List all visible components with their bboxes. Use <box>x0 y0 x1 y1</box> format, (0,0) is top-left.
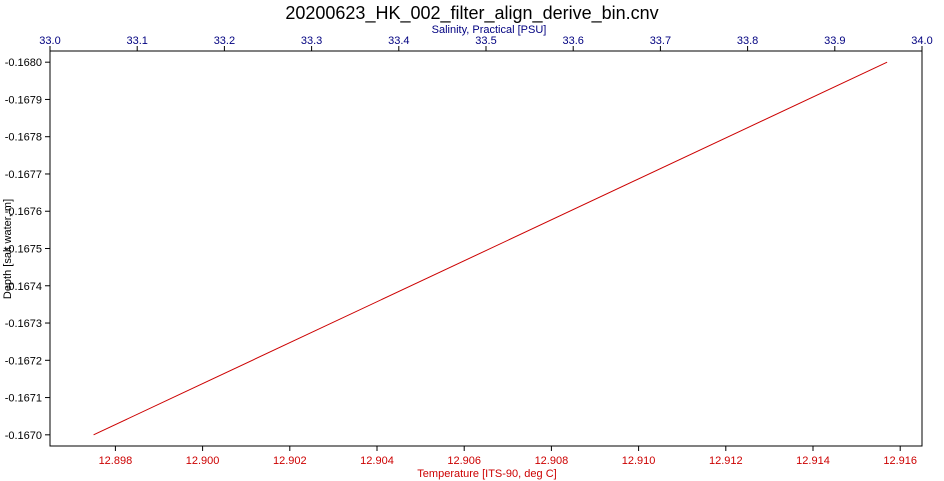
left-tick-label: -0.1678 <box>5 132 42 144</box>
left-tick-label: -0.1672 <box>5 355 42 367</box>
left-tick-label: -0.1675 <box>5 244 42 256</box>
left-tick-label: -0.1670 <box>5 430 42 442</box>
left-axis-label: Depth [salt water, m] <box>2 199 14 299</box>
top-tick-label: 33.7 <box>650 35 671 47</box>
left-tick-label: -0.1674 <box>5 281 42 293</box>
top-axis: 33.0 33.1 33.2 33.3 33.4 33.5 33.6 33.7 33.8 33.9… <box>39 35 933 51</box>
bottom-tick-label: 12.910 <box>622 455 656 467</box>
top-tick-label: 34.0 <box>911 35 932 47</box>
left-tick-label: -0.1680 <box>5 57 42 69</box>
left-axis: -0.1680 -0.1679 -0.1678 -0.1677 -0.1676 -0.16… <box>5 57 50 442</box>
left-tick-label: -0.1679 <box>5 94 42 106</box>
top-tick-label: 33.3 <box>301 35 322 47</box>
top-tick-label: 33.1 <box>126 35 147 47</box>
top-tick-label: 33.4 <box>388 35 409 47</box>
chart-title: 20200623_HK_002_filter_align_derive_bin.… <box>285 3 658 24</box>
bottom-tick-label: 12.900 <box>186 455 220 467</box>
top-tick-label: 33.5 <box>475 35 496 47</box>
bottom-tick-label: 12.908 <box>535 455 569 467</box>
top-tick-label: 33.0 <box>39 35 60 47</box>
series-line <box>93 61 888 436</box>
bottom-axis: 12.898 12.900 12.902 12.904 12.906 12.908 12.9… <box>99 446 917 467</box>
top-tick-label: 33.6 <box>562 35 583 47</box>
bottom-axis-label: Temperature [ITS-90, deg C] <box>417 468 556 480</box>
bottom-tick-label: 12.906 <box>447 455 481 467</box>
bottom-tick-label: 12.898 <box>99 455 133 467</box>
series-layer <box>93 61 888 436</box>
bottom-tick-label: 12.902 <box>273 455 307 467</box>
bottom-tick-label: 12.904 <box>360 455 394 467</box>
top-axis-label: Salinity, Practical [PSU] <box>432 24 547 36</box>
left-tick-label: -0.1677 <box>5 169 42 181</box>
left-tick-label: -0.1673 <box>5 318 42 330</box>
left-tick-label: -0.1671 <box>5 393 42 405</box>
plot-area <box>49 50 923 447</box>
bottom-tick-label: 12.914 <box>796 455 830 467</box>
bottom-tick-label: 12.916 <box>883 455 917 467</box>
top-tick-label: 33.2 <box>214 35 235 47</box>
top-tick-label: 33.9 <box>824 35 845 47</box>
left-tick-label: -0.1676 <box>5 206 42 218</box>
bottom-tick-label: 12.912 <box>709 455 743 467</box>
top-tick-label: 33.8 <box>737 35 758 47</box>
